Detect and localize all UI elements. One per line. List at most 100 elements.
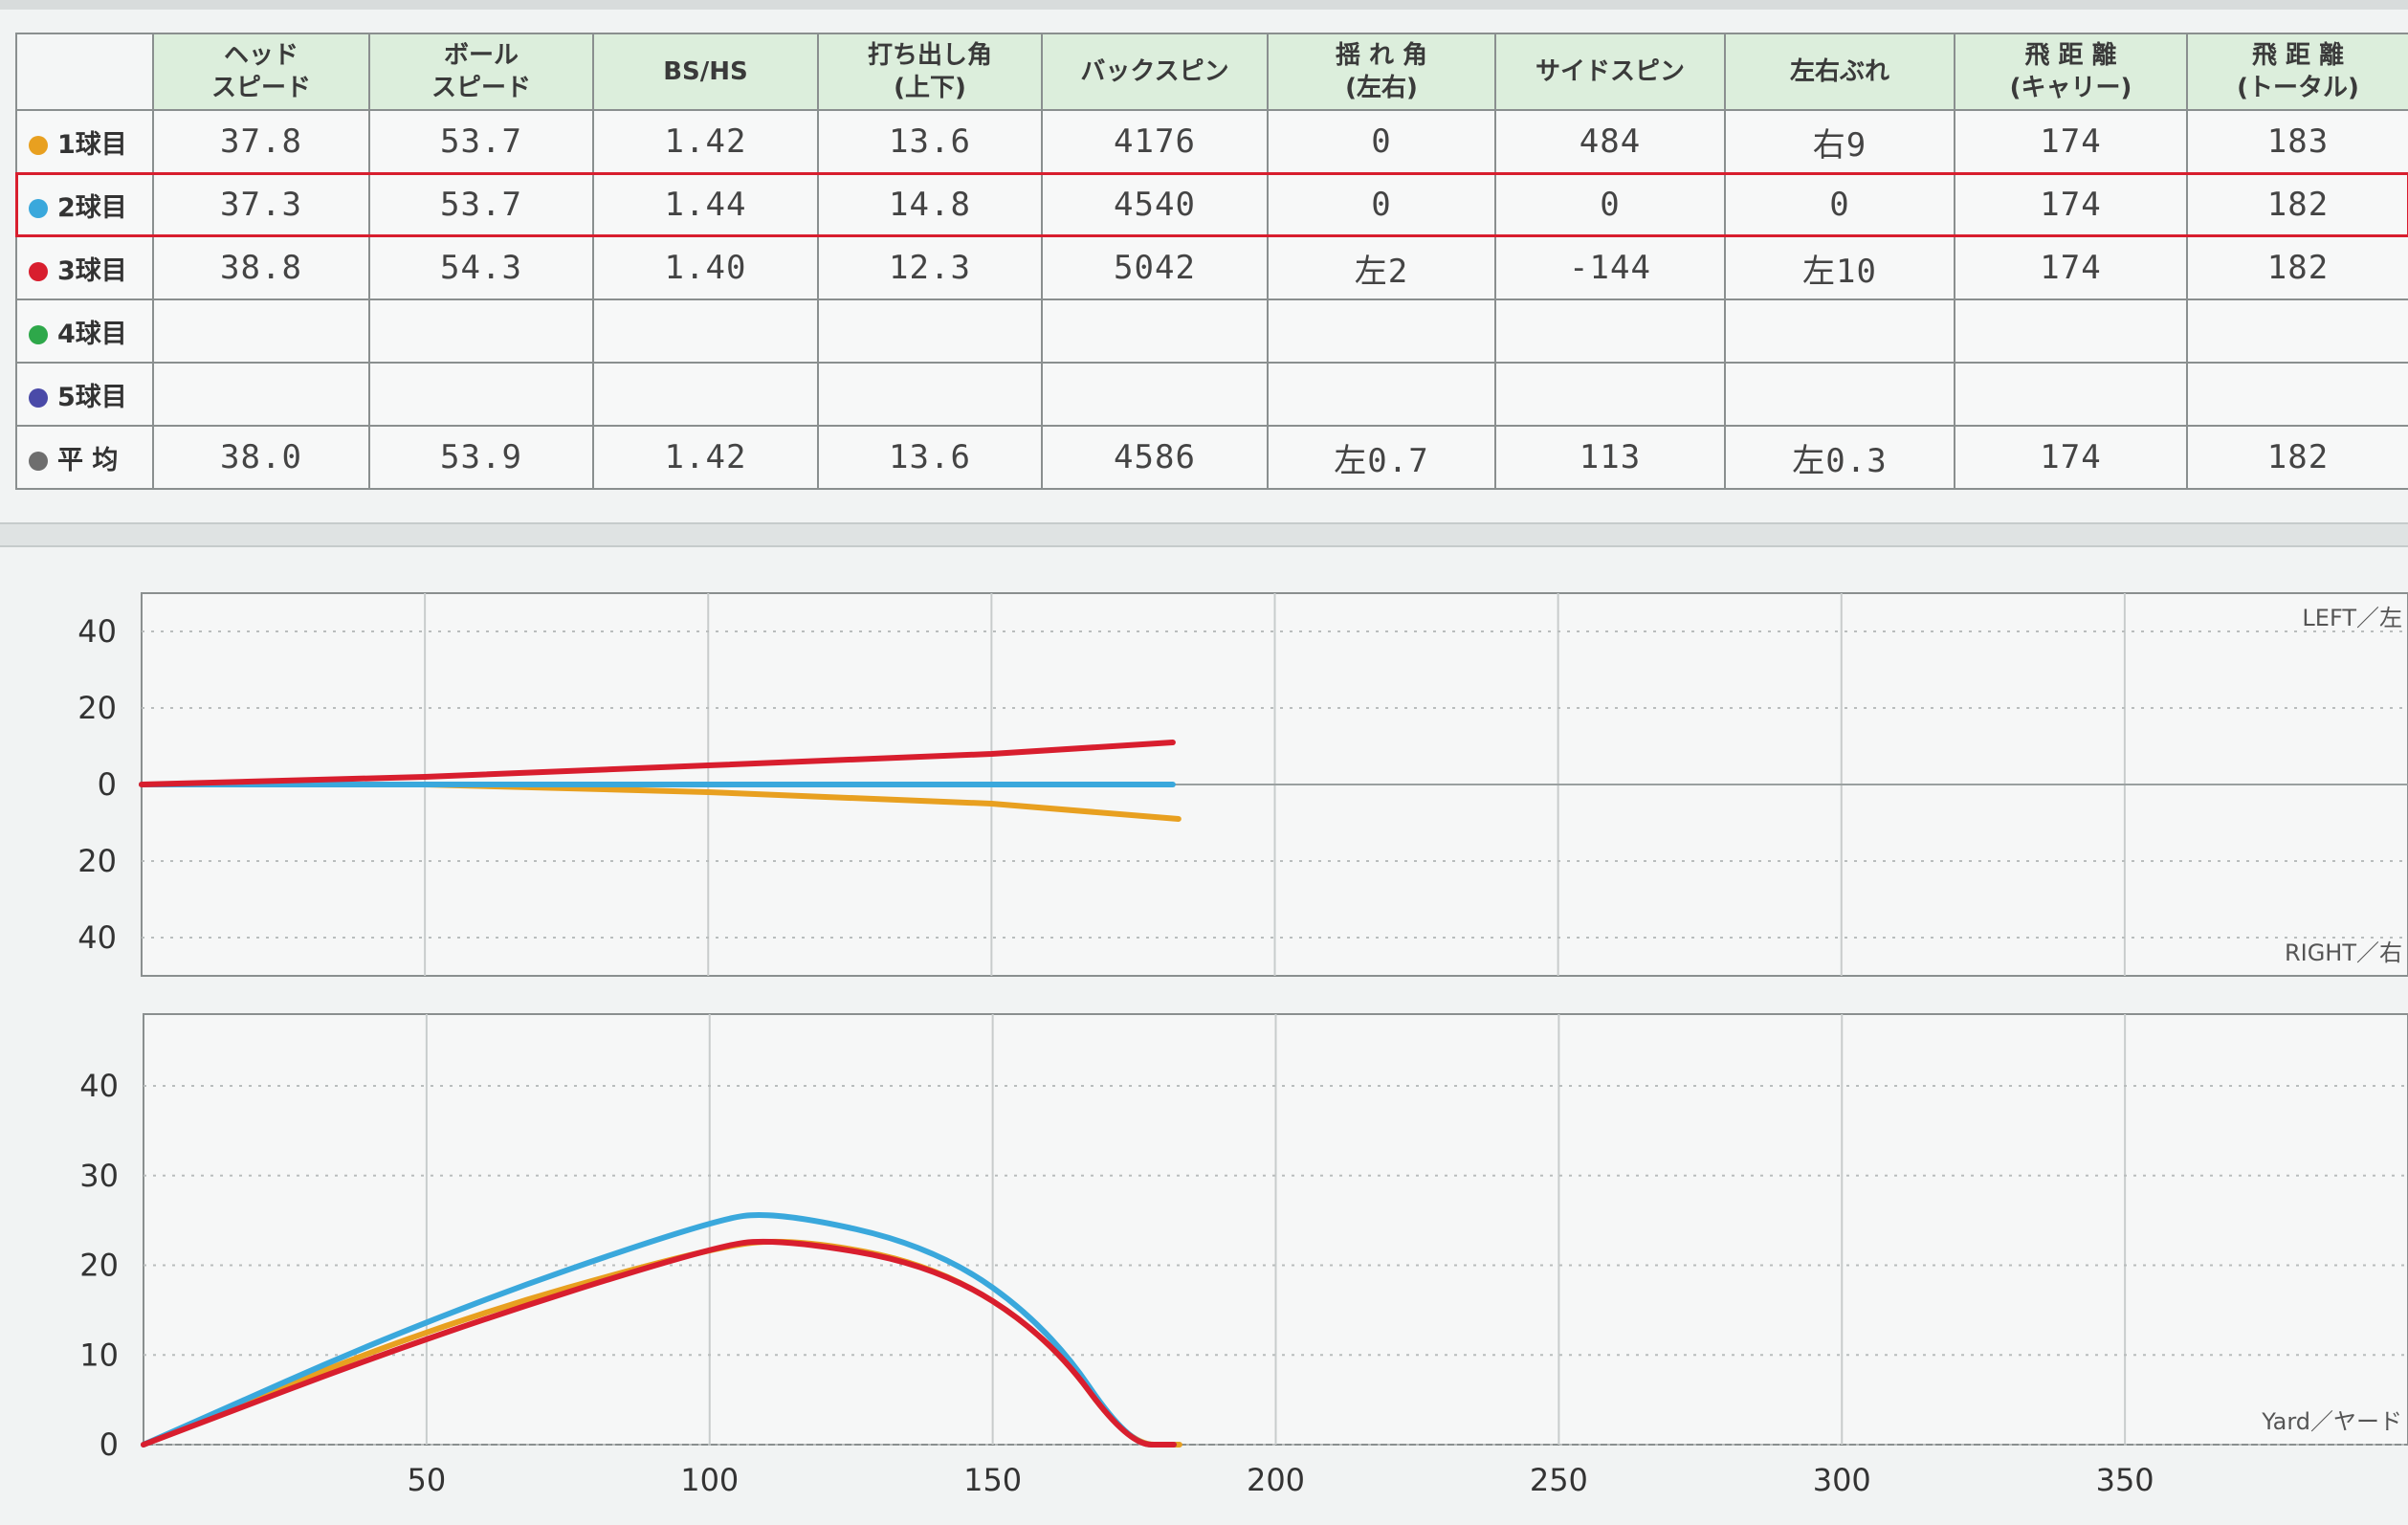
cell-launch-angle: 13.6 <box>817 425 1043 490</box>
cell-lateral-deviation <box>1724 362 1955 427</box>
cell-carry-distance <box>1954 362 2188 427</box>
cell-side-angle: 0 <box>1267 172 1496 237</box>
cell-bs-hs: 1.42 <box>592 425 819 490</box>
trajectory-line-shot-2 <box>141 1212 1177 1448</box>
table-row[interactable]: 平 均 38.0 53.9 1.42 13.6 4586 左0.7 113 左0.3 174 182 <box>15 425 2408 490</box>
shot-label-cell: 3球目 <box>15 235 154 300</box>
cell-side-spin: 113 <box>1494 425 1726 490</box>
shot-label-cell: 平 均 <box>15 425 154 490</box>
x-tick-label: 50 <box>408 1462 447 1498</box>
cell-carry-distance: 174 <box>1954 109 2188 174</box>
header-bs-hs: BS/HS <box>592 33 819 111</box>
cell-head-speed <box>152 362 370 427</box>
x-tick-label: 100 <box>680 1462 739 1498</box>
x-tick-label: 150 <box>963 1462 1022 1498</box>
cell-back-spin: 4176 <box>1041 109 1269 174</box>
cell-ball-speed: 53.9 <box>368 425 594 490</box>
table-row[interactable]: 2球目 37.3 53.7 1.44 14.8 4540 0 0 0 174 182 <box>15 172 2408 237</box>
cell-bs-hs: 1.44 <box>592 172 819 237</box>
cell-ball-speed: 53.7 <box>368 172 594 237</box>
shot-label-cell: 5球目 <box>15 362 154 427</box>
table-header-row: ヘッド スピード ボール スピード BS/HS 打ち出し角 (上下) バックスピン揺 れ… <box>15 33 2408 111</box>
cell-bs-hs <box>592 298 819 364</box>
cell-total-distance: 182 <box>2186 425 2408 490</box>
shot-label: 平 均 <box>57 445 119 475</box>
cell-ball-speed <box>368 362 594 427</box>
cell-side-angle <box>1267 362 1496 427</box>
cell-back-spin <box>1041 362 1269 427</box>
left-right-chart-svg: 40 20 0 20 40 LEFT／左 RIGHT／右 <box>77 592 2408 977</box>
cell-side-spin <box>1494 298 1726 364</box>
header-lateral-deviation: 左右ぶれ <box>1724 33 1955 111</box>
cell-bs-hs: 1.42 <box>592 109 819 174</box>
cell-carry-distance: 174 <box>1954 425 2188 490</box>
shot-color-dot-icon <box>29 451 48 471</box>
table-row[interactable]: 4球目 <box>15 298 2408 364</box>
cell-total-distance: 182 <box>2186 235 2408 300</box>
y-tick-label: 10 <box>79 1337 119 1373</box>
header-carry-distance: 飛 距 離 (キャリー) <box>1954 33 2188 111</box>
shot-color-dot-icon <box>29 135 48 155</box>
cell-back-spin: 4540 <box>1041 172 1269 237</box>
table-row[interactable]: 5球目 <box>15 362 2408 427</box>
cell-side-spin: -144 <box>1494 235 1726 300</box>
shot-label-cell: 1球目 <box>15 109 154 174</box>
y-tick-label: 0 <box>99 1426 119 1463</box>
header-row-label <box>15 33 154 111</box>
trajectory-line-shot-3 <box>139 740 1176 787</box>
right-direction-label: RIGHT／右 <box>2285 939 2402 966</box>
y-tick-label: 30 <box>79 1158 119 1194</box>
cell-back-spin: 4586 <box>1041 425 1269 490</box>
cell-carry-distance <box>1954 298 2188 364</box>
shot-color-dot-icon <box>29 387 48 408</box>
cell-bs-hs: 1.40 <box>592 235 819 300</box>
header-launch-angle: 打ち出し角 (上下) <box>817 33 1043 111</box>
x-tick-label: 300 <box>1813 1462 1871 1498</box>
shot-color-dot-icon <box>29 198 48 218</box>
table-row[interactable]: 3球目 38.8 54.3 1.40 12.3 5042 左2 -144 左10 174 182 <box>15 235 2408 300</box>
shot-label: 1球目 <box>57 129 127 160</box>
shot-label: 4球目 <box>57 319 127 349</box>
shot-label: 3球目 <box>57 255 127 286</box>
cell-head-speed: 37.3 <box>152 172 370 237</box>
cell-lateral-deviation: 左10 <box>1724 235 1955 300</box>
cell-launch-angle <box>817 298 1043 364</box>
cell-launch-angle: 12.3 <box>817 235 1043 300</box>
y-tick-label: 40 <box>77 919 117 956</box>
cell-side-spin: 484 <box>1494 109 1726 174</box>
cell-head-speed: 38.0 <box>152 425 370 490</box>
cell-launch-angle: 14.8 <box>817 172 1043 237</box>
header-total-distance: 飛 距 離 (トータル) <box>2186 33 2408 111</box>
y-tick-label: 20 <box>77 690 117 726</box>
cell-side-angle: 0 <box>1267 109 1496 174</box>
y-tick-label: 20 <box>77 843 117 879</box>
x-tick-label: 350 <box>2096 1462 2154 1498</box>
cell-lateral-deviation <box>1724 298 1955 364</box>
shot-label: 5球目 <box>57 382 127 412</box>
cell-head-speed: 38.8 <box>152 235 370 300</box>
left-right-deviation-chart: 40 20 0 20 40 LEFT／左 RIGHT／右 <box>0 574 2408 995</box>
cell-side-angle: 左2 <box>1267 235 1496 300</box>
cell-head-speed: 37.8 <box>152 109 370 174</box>
cell-side-spin: 0 <box>1494 172 1726 237</box>
header-side-spin: サイドスピン <box>1494 33 1726 111</box>
cell-side-spin <box>1494 362 1726 427</box>
header-head-speed: ヘッド スピード <box>152 33 370 111</box>
y-tick-label: 40 <box>77 613 117 650</box>
cell-total-distance <box>2186 362 2408 427</box>
cell-ball-speed <box>368 298 594 364</box>
trajectory-height-chart: 40 30 20 10 0 50 100 150 200 250 300 350 Yard／ヤード <box>0 1005 2408 1521</box>
shot-color-dot-icon <box>29 261 48 281</box>
shot-label: 2球目 <box>57 192 127 223</box>
cell-carry-distance: 174 <box>1954 172 2188 237</box>
cell-side-angle: 左0.7 <box>1267 425 1496 490</box>
trajectory-line-shot-3 <box>141 1238 1177 1448</box>
y-tick-label: 40 <box>79 1068 119 1104</box>
shot-label-cell: 2球目 <box>15 172 154 237</box>
cell-lateral-deviation: 右9 <box>1724 109 1955 174</box>
table-row[interactable]: 1球目 37.8 53.7 1.42 13.6 4176 0 484 右9 174 183 <box>15 109 2408 174</box>
cell-total-distance: 183 <box>2186 109 2408 174</box>
cell-ball-speed: 53.7 <box>368 109 594 174</box>
y-tick-label: 0 <box>98 766 117 803</box>
